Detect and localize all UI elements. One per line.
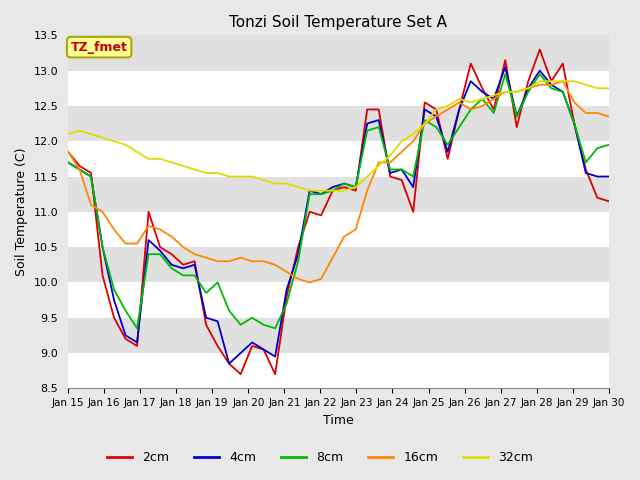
Legend: 2cm, 4cm, 8cm, 16cm, 32cm: 2cm, 4cm, 8cm, 16cm, 32cm bbox=[102, 446, 538, 469]
X-axis label: Time: Time bbox=[323, 414, 354, 427]
Bar bbox=[68, 36, 609, 71]
Bar bbox=[68, 141, 609, 177]
Bar bbox=[68, 212, 609, 247]
Bar bbox=[68, 282, 609, 318]
Text: TZ_fmet: TZ_fmet bbox=[71, 41, 127, 54]
Title: Tonzi Soil Temperature Set A: Tonzi Soil Temperature Set A bbox=[229, 15, 447, 30]
Bar bbox=[68, 318, 609, 353]
Bar bbox=[68, 106, 609, 141]
Bar bbox=[68, 177, 609, 212]
Bar bbox=[68, 247, 609, 282]
Bar bbox=[68, 353, 609, 388]
Bar bbox=[68, 71, 609, 106]
Y-axis label: Soil Temperature (C): Soil Temperature (C) bbox=[15, 147, 28, 276]
